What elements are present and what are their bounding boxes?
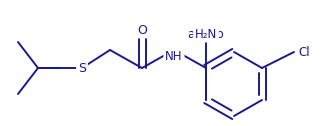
Text: O: O — [137, 24, 147, 37]
Text: Cl: Cl — [298, 45, 310, 58]
Text: H₂N: H₂N — [195, 27, 217, 40]
Text: NH: NH — [165, 50, 183, 62]
Text: amino: amino — [188, 27, 224, 40]
Text: S: S — [78, 61, 86, 74]
